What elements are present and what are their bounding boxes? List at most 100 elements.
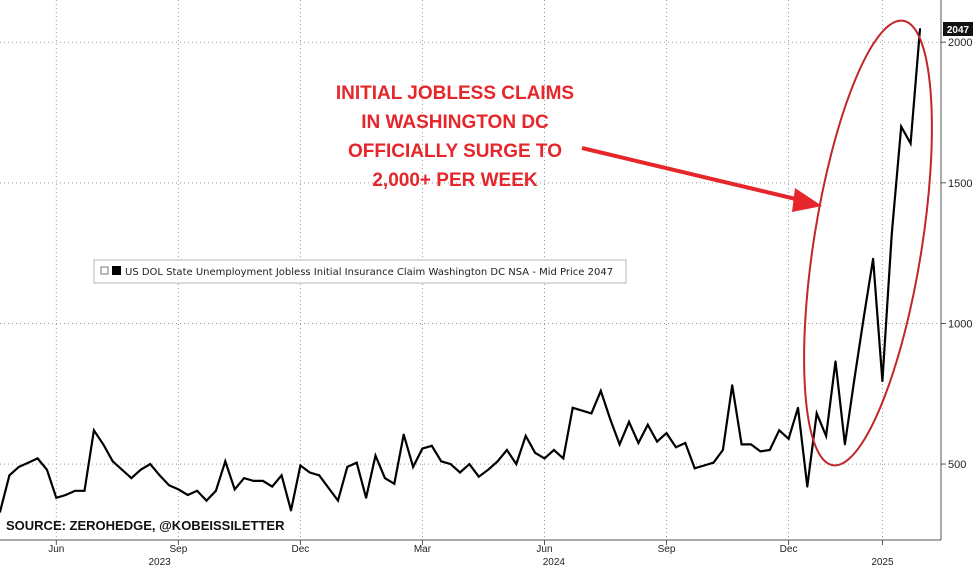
y-tick-label: 1500	[948, 178, 972, 190]
data-point	[656, 440, 659, 443]
data-point	[92, 429, 95, 432]
data-point	[834, 360, 837, 363]
data-point	[872, 257, 875, 260]
data-point	[505, 449, 508, 451]
data-point	[496, 460, 499, 463]
data-point	[487, 468, 490, 471]
data-point	[290, 509, 292, 512]
data-point	[214, 489, 217, 492]
data-point	[890, 232, 893, 235]
data-point	[919, 28, 921, 30]
data-point	[618, 443, 621, 446]
data-point	[177, 488, 180, 491]
data-point	[0, 510, 1, 513]
data-point	[271, 485, 274, 488]
x-tick-label: Dec	[292, 544, 310, 555]
data-point	[243, 477, 246, 480]
data-point	[337, 499, 339, 502]
x-tick-label: Sep	[169, 544, 187, 555]
data-point	[327, 487, 330, 489]
annotation-arrow	[581, 146, 822, 212]
data-point	[459, 471, 461, 474]
data-point	[628, 420, 630, 423]
legend: US DOL State Unemployment Jobless Initia…	[93, 259, 627, 284]
data-point	[318, 474, 321, 477]
x-year-label: 2024	[543, 557, 566, 566]
data-point	[590, 412, 593, 415]
last-value-badge: 2047	[943, 22, 973, 36]
data-point	[609, 418, 612, 421]
source-label: SOURCE: ZEROHEDGE, @KOBEISSILETTER	[6, 518, 285, 533]
annotation-line-2: IN WASHINGTON DC	[361, 112, 549, 133]
data-point	[299, 464, 302, 467]
data-point	[665, 432, 668, 435]
last-value-box	[943, 22, 973, 36]
data-point	[168, 484, 170, 487]
data-point	[8, 474, 11, 477]
legend-toggle-icon[interactable]	[100, 266, 109, 275]
data-point	[552, 449, 555, 451]
data-point	[712, 461, 715, 464]
x-tick-label: Dec	[780, 544, 798, 555]
data-point	[374, 454, 377, 457]
last-value-label: 2047	[947, 25, 970, 36]
data-point	[534, 451, 537, 454]
x-tick-label: Jun	[48, 544, 64, 555]
data-point	[383, 477, 386, 480]
data-point	[843, 443, 846, 446]
data-point	[233, 488, 236, 491]
y-tick-label: 1000	[948, 318, 972, 330]
data-point	[440, 460, 443, 463]
data-point	[449, 463, 452, 466]
data-point	[637, 442, 640, 444]
data-point	[308, 471, 311, 474]
data-point	[346, 465, 349, 468]
data-point	[787, 437, 790, 440]
legend-box	[93, 259, 627, 284]
data-point	[674, 446, 677, 449]
data-point	[74, 489, 77, 492]
data-point	[130, 477, 133, 480]
data-point	[778, 429, 781, 432]
x-tick-label: Mar	[414, 544, 432, 555]
data-point	[196, 489, 199, 492]
data-point	[806, 485, 809, 488]
legend-label: US DOL State Unemployment Jobless Initia…	[125, 267, 613, 278]
data-point	[862, 316, 865, 319]
data-point	[740, 443, 743, 446]
data-point	[646, 423, 649, 426]
data-point	[524, 434, 527, 437]
data-point	[36, 457, 39, 460]
data-point	[45, 468, 48, 471]
x-year-label: 2025	[871, 557, 894, 566]
data-point	[121, 468, 123, 471]
data-point	[64, 494, 67, 496]
data-point	[581, 409, 583, 412]
data-point	[252, 479, 255, 482]
gridlines	[0, 0, 941, 540]
legend-swatch	[112, 266, 121, 275]
annotation-text: INITIAL JOBLESS CLAIMS IN WASHINGTON DC …	[336, 83, 574, 191]
data-point	[721, 449, 724, 451]
series-line-group	[0, 28, 922, 513]
data-point	[412, 465, 415, 468]
data-point	[261, 479, 264, 482]
data-point	[881, 380, 884, 383]
data-point	[27, 461, 30, 464]
data-point	[477, 475, 480, 478]
data-point	[139, 468, 142, 471]
x-year-label: 2023	[148, 557, 171, 566]
data-point	[205, 499, 208, 502]
y-tick-label: 2000	[948, 37, 972, 49]
data-point	[355, 461, 358, 464]
data-point	[543, 457, 546, 460]
annotation-line-3: OFFICIALLY SURGE TO	[348, 141, 562, 162]
data-point	[825, 434, 828, 437]
x-tick-label: Jun	[536, 544, 552, 555]
data-point	[402, 433, 405, 436]
data-point	[562, 457, 565, 460]
annotation-line-4: 2,000+ PER WEEK	[372, 170, 538, 191]
data-point	[365, 496, 368, 499]
data-point	[815, 412, 818, 415]
